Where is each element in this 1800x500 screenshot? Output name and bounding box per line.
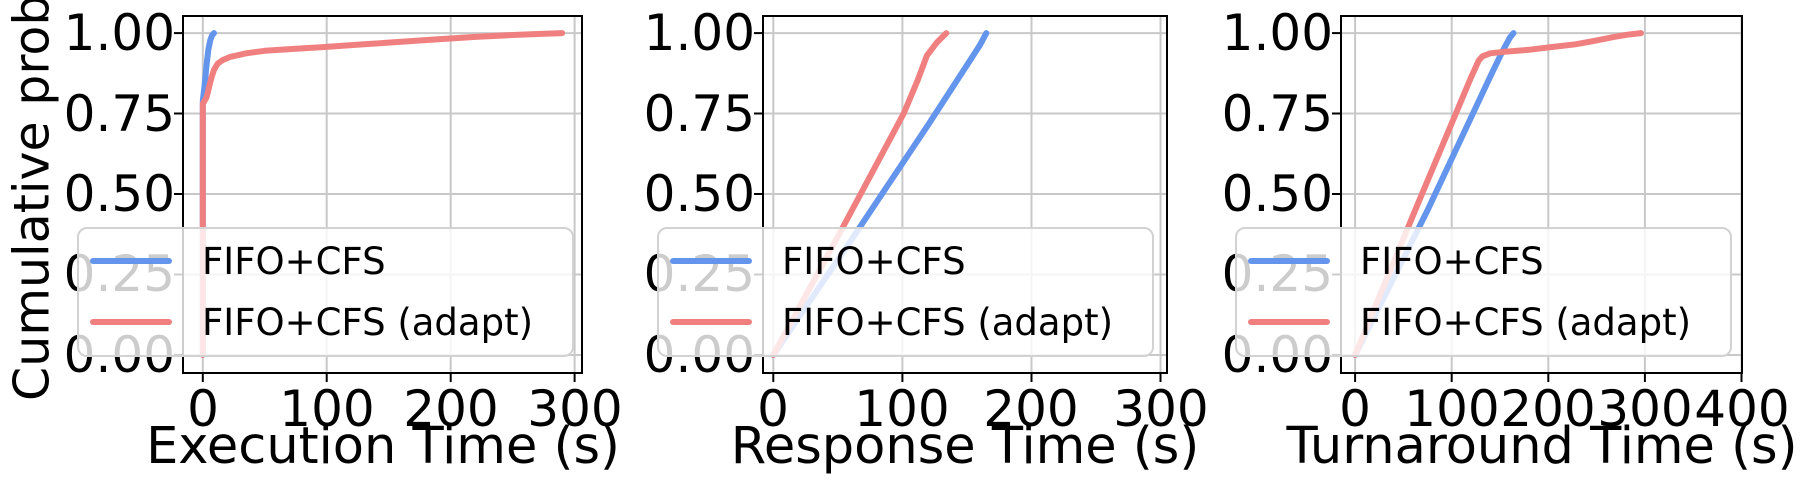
x-axis-label: Response Time (s) — [730, 417, 1200, 476]
plot-spines — [1340, 15, 1743, 374]
legend-item: FIFO+CFS — [659, 239, 966, 283]
legend-line-sample — [90, 258, 172, 264]
legend-item: FIFO+CFS — [79, 239, 386, 283]
x-axis-label: Execution Time (s) — [146, 417, 620, 476]
legend-line-sample — [1248, 258, 1330, 264]
x-tick-label: 0 — [1339, 380, 1371, 438]
legend: FIFO+CFS FIFO+CFS (adapt) — [77, 227, 574, 357]
x-tick-label: 300 — [527, 380, 623, 438]
series-line — [1352, 30, 1644, 358]
legend-line-sample — [90, 319, 172, 325]
x-tick-label: 300 — [1597, 380, 1693, 438]
legend-line-sample — [670, 319, 752, 325]
x-tick-label: 100 — [1404, 380, 1500, 438]
x-tick-label: 200 — [403, 380, 499, 438]
x-tick-label: 0 — [757, 380, 789, 438]
y-tick-label: 1.00 — [643, 4, 755, 62]
y-tick-label: 0.75 — [1221, 85, 1333, 143]
legend-line-sample — [670, 258, 752, 264]
y-tick-label: 0.50 — [643, 165, 755, 223]
x-tick-label: 100 — [279, 380, 375, 438]
series-line — [199, 30, 566, 358]
legend: FIFO+CFS FIFO+CFS (adapt) — [1235, 227, 1732, 357]
legend-item: FIFO+CFS — [1237, 239, 1544, 283]
y-tick-label: 0.75 — [63, 85, 175, 143]
x-tick-label: 200 — [983, 380, 1079, 438]
y-tick-label: 1.00 — [63, 4, 175, 62]
legend-item-label: FIFO+CFS (adapt) — [202, 300, 534, 344]
legend-item-label: FIFO+CFS (adapt) — [1360, 300, 1692, 344]
legend-item: FIFO+CFS (adapt) — [79, 300, 534, 344]
legend-item: FIFO+CFS (adapt) — [1237, 300, 1692, 344]
legend-item-label: FIFO+CFS — [1360, 239, 1544, 283]
x-axis-label: Turnaround Time (s) — [1286, 417, 1798, 476]
x-tick-label: 300 — [1113, 380, 1209, 438]
x-tick-label: 200 — [1500, 380, 1596, 438]
plot-spines — [762, 15, 1168, 374]
x-tick-label: 100 — [854, 380, 950, 438]
y-tick-label: 1.00 — [1221, 4, 1333, 62]
legend-item-label: FIFO+CFS — [782, 239, 966, 283]
legend-item: FIFO+CFS (adapt) — [659, 300, 1114, 344]
plot-spines — [182, 15, 583, 374]
legend-line-sample — [1248, 319, 1330, 325]
y-tick-label: 0.50 — [1221, 165, 1333, 223]
x-tick-label: 0 — [187, 380, 219, 438]
x-tick-label: 400 — [1694, 380, 1790, 438]
y-tick-label: 0.50 — [63, 165, 175, 223]
legend-item-label: FIFO+CFS — [202, 239, 386, 283]
legend-item-label: FIFO+CFS (adapt) — [782, 300, 1114, 344]
legend: FIFO+CFS FIFO+CFS (adapt) — [657, 227, 1154, 357]
y-tick-label: 0.75 — [643, 85, 755, 143]
